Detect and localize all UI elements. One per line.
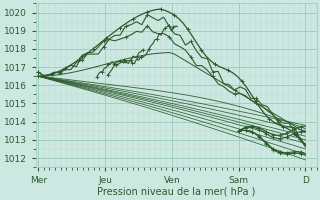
X-axis label: Pression niveau de la mer( hPa ): Pression niveau de la mer( hPa ) [97,187,255,197]
